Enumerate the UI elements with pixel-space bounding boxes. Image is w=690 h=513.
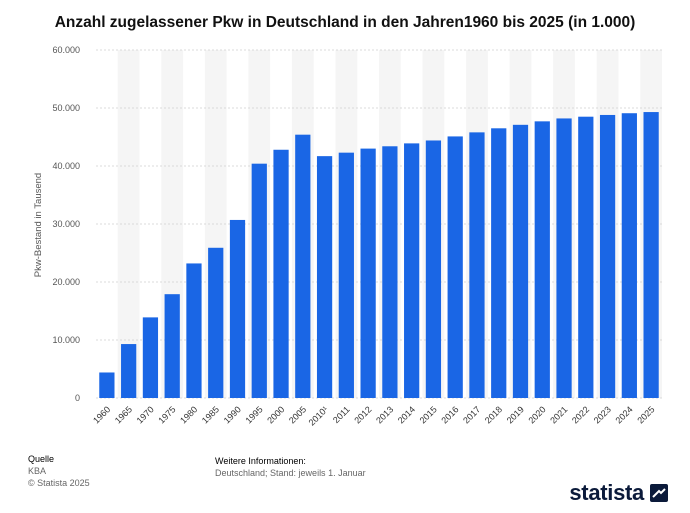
x-tick-label: 2000 [265, 404, 286, 425]
x-tick-label: 2016 [439, 404, 460, 425]
bar-chart: 0 10.000 20.000 30.000 40.000 50.000 60.000 19… [33, 45, 662, 428]
x-tick-label: 1980 [178, 404, 199, 425]
statista-wordmark: statista [569, 480, 644, 505]
y-tick-label: 10.000 [52, 335, 80, 345]
bar-2014[interactable] [404, 143, 420, 398]
copyright: © Statista 2025 [28, 478, 90, 488]
bar-1960[interactable] [99, 372, 115, 398]
x-tick-label: 2017 [461, 404, 482, 425]
x-tick-label: 2020 [526, 404, 547, 425]
x-tick-label: 1990 [222, 404, 243, 425]
bar-1980[interactable] [186, 263, 202, 398]
x-tick-label: 2025 [635, 404, 656, 425]
source-block: Quelle KBA © Statista 2025 [28, 453, 90, 489]
bar-2000[interactable] [273, 149, 289, 398]
statista-logo-icon [650, 484, 668, 502]
bar-1975[interactable] [164, 294, 180, 398]
y-tick-label: 0 [75, 393, 80, 403]
statista-logo[interactable]: statista [569, 480, 668, 506]
chart-title: Anzahl zugelassener Pkw in Deutschland i… [54, 14, 636, 31]
y-axis-label: Pkw-Bestand in Tausend [33, 173, 44, 277]
bar-2011[interactable] [338, 152, 354, 398]
x-tick-label: 1970 [135, 404, 156, 425]
bar-1970[interactable] [142, 317, 159, 398]
bar-2012[interactable] [360, 148, 376, 398]
source-name: KBA [28, 466, 47, 476]
bar-2024[interactable] [621, 113, 637, 398]
x-tick-label: 2019 [505, 404, 526, 425]
x-tick-label: 2023 [592, 404, 613, 425]
x-tick-label: 2011 [331, 404, 352, 425]
x-tick-label: 1985 [200, 404, 221, 425]
bar-1990[interactable] [229, 219, 246, 398]
bar-2010¹[interactable] [316, 156, 333, 398]
y-tick-label: 30.000 [52, 219, 80, 229]
bar-1995[interactable] [251, 163, 267, 398]
y-tick-label: 40.000 [52, 161, 80, 171]
info-block: Weitere Informationen: Deutschland; Stan… [215, 455, 366, 479]
info-text: Deutschland; Stand: jeweils 1. Januar [215, 468, 366, 478]
bar-2017[interactable] [469, 132, 485, 399]
bar-2021[interactable] [556, 118, 572, 398]
bar-2019[interactable] [512, 124, 529, 398]
x-tick-label: 2021 [548, 404, 569, 425]
bar-2015[interactable] [425, 140, 442, 399]
y-tick-label: 20.000 [52, 277, 80, 287]
x-tick-label: 2015 [418, 404, 439, 425]
y-tick-label: 50.000 [52, 103, 80, 113]
bar-2022[interactable] [578, 116, 594, 398]
bar-2018[interactable] [491, 128, 507, 399]
bar-2023[interactable] [599, 114, 616, 399]
bar-2025[interactable] [643, 112, 659, 398]
x-tick-label: 2005 [287, 404, 308, 425]
bar-2016[interactable] [447, 136, 463, 399]
x-tick-label: 1960 [91, 404, 112, 425]
x-tick-label: 1995 [243, 404, 264, 425]
bar-2020[interactable] [534, 121, 550, 398]
x-tick-label: 2012 [352, 404, 373, 425]
x-tick-label: 1975 [156, 404, 177, 425]
x-tick-label: 2013 [374, 404, 395, 425]
y-tick-label: 60.000 [52, 45, 80, 55]
source-heading: Quelle [28, 454, 55, 464]
x-tick-label: 2018 [483, 404, 504, 425]
x-tick-label: 1965 [113, 404, 134, 425]
x-tick-label: 2022 [570, 404, 591, 425]
bar-2005[interactable] [295, 134, 311, 398]
info-heading: Weitere Informationen: [215, 456, 306, 466]
bar-1965[interactable] [121, 344, 137, 398]
bar-1985[interactable] [208, 247, 224, 398]
x-tick-label: 2014 [396, 404, 417, 425]
x-tick-label: 2024 [614, 404, 635, 425]
x-tick-label: 2010¹ [307, 404, 330, 427]
bar-2013[interactable] [382, 146, 398, 398]
